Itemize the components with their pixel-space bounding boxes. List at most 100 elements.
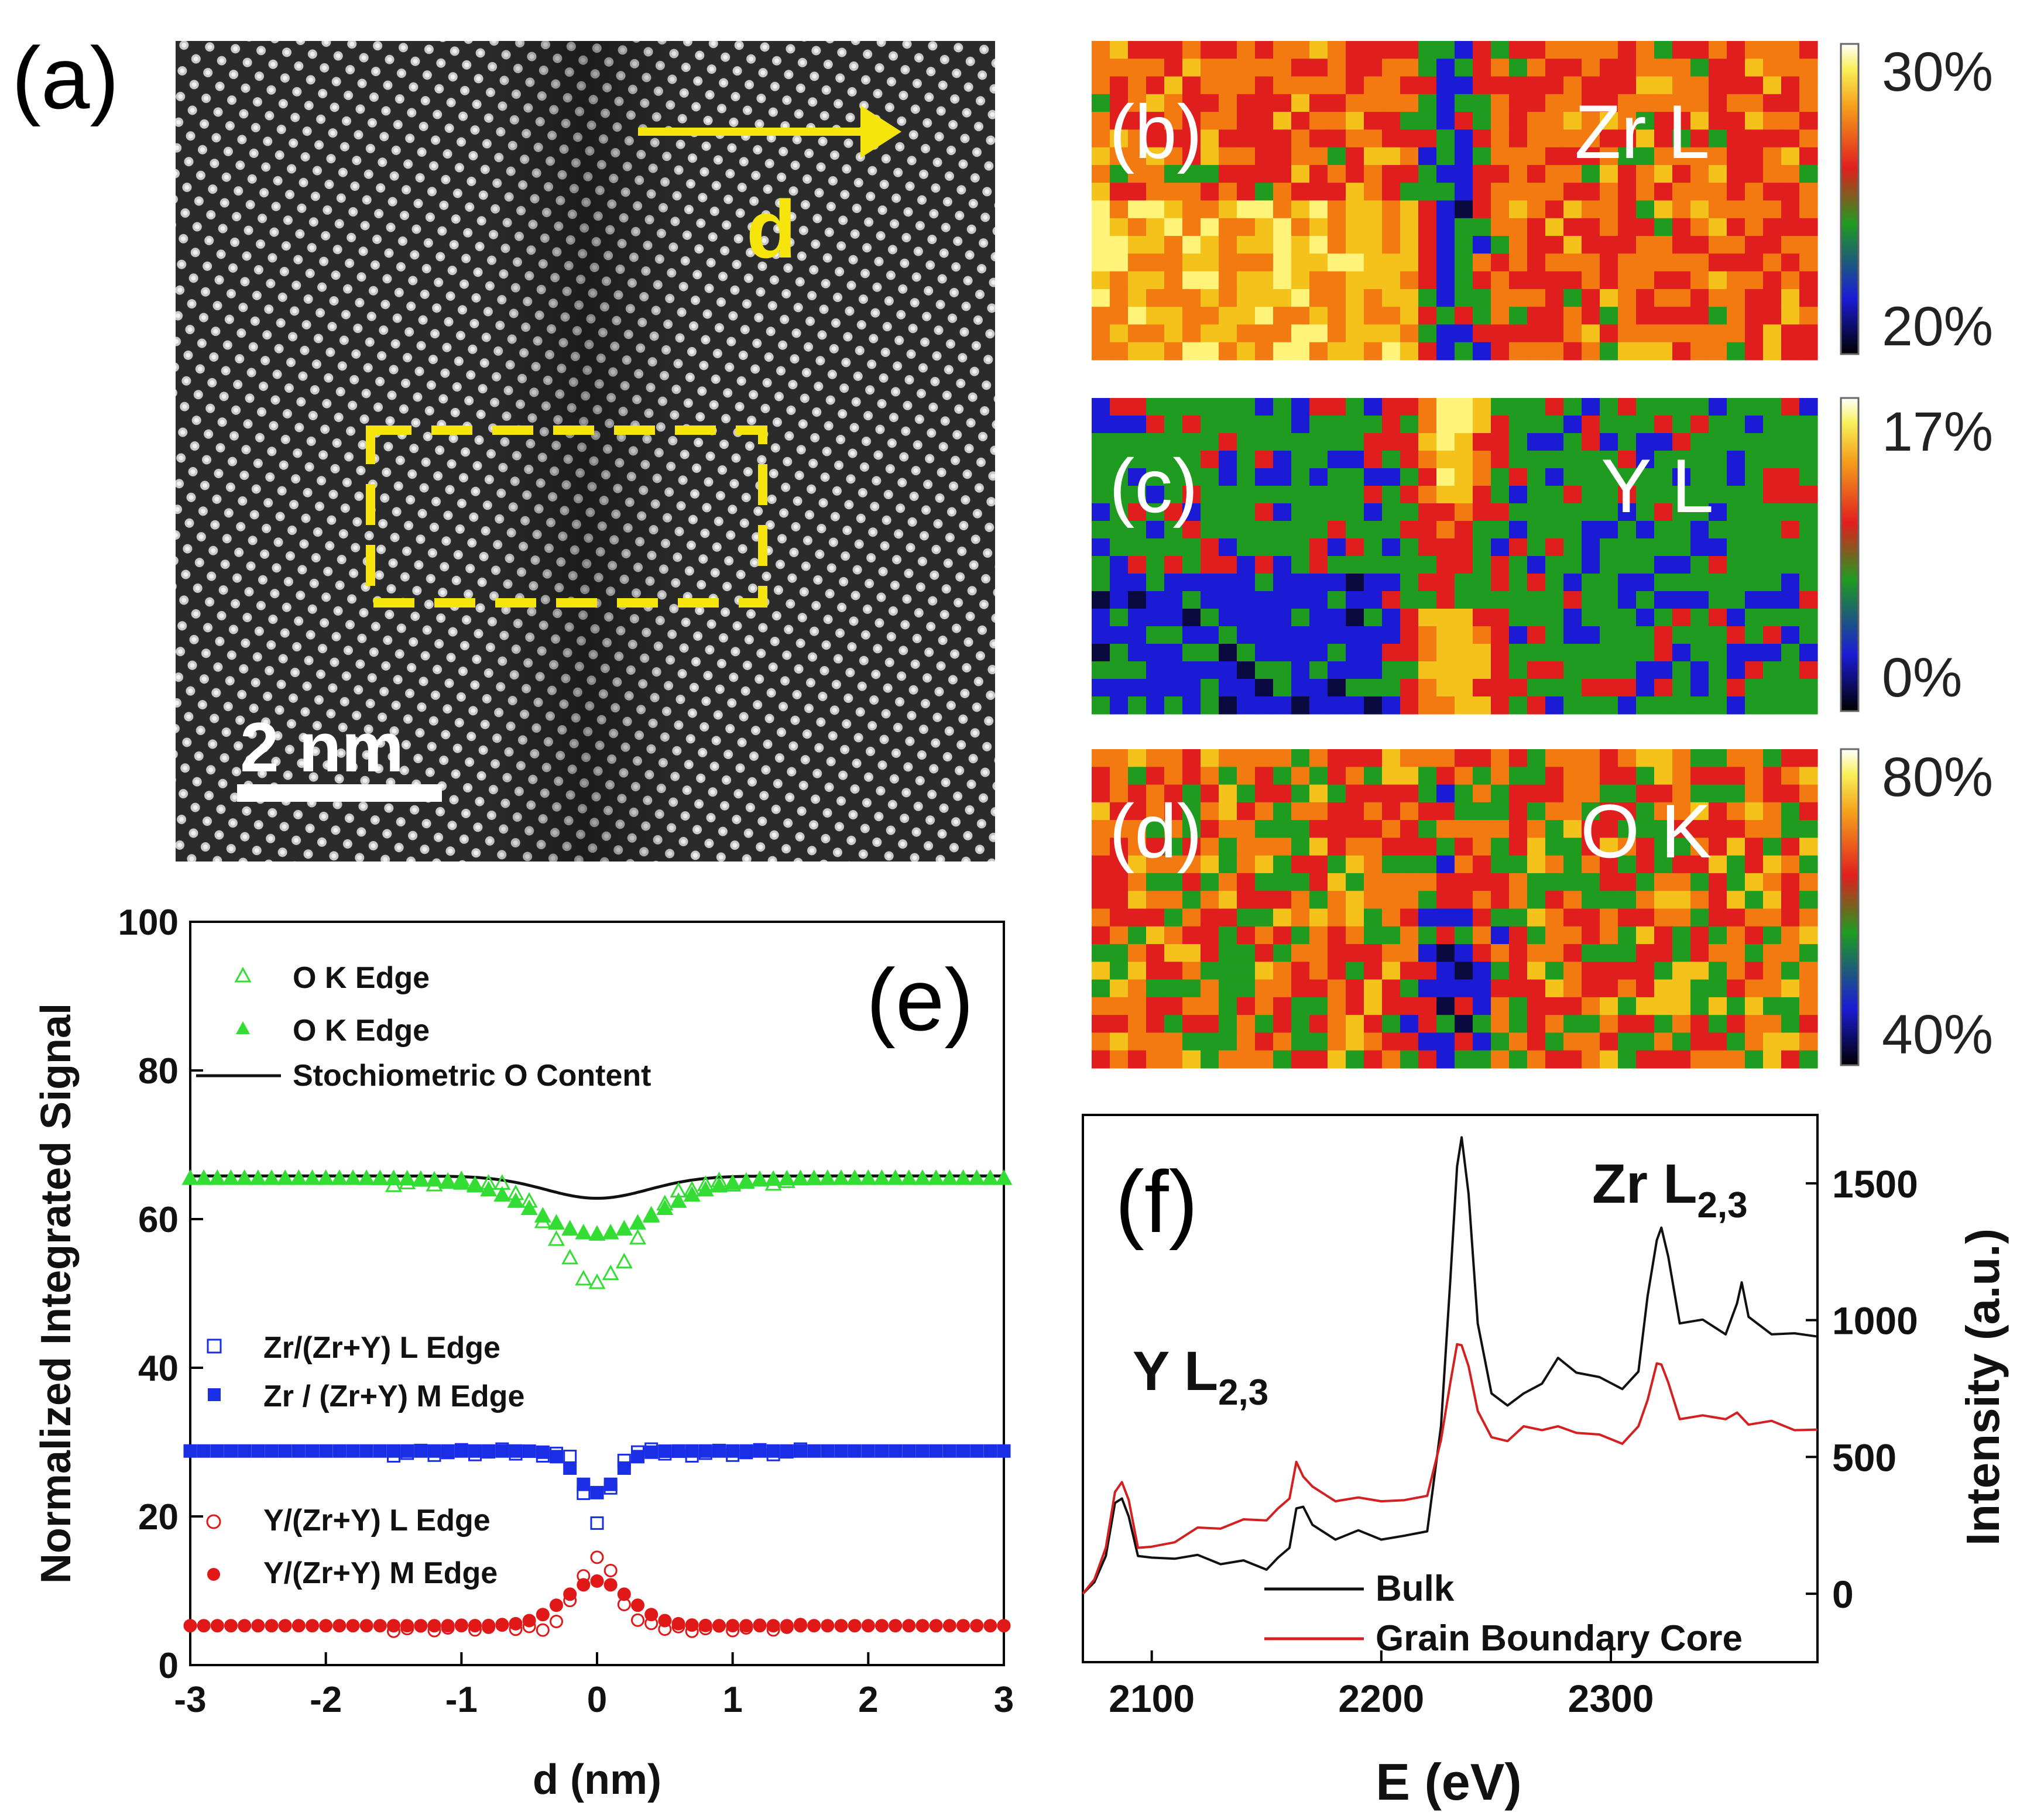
map-pixel xyxy=(1382,962,1401,980)
map-pixel xyxy=(1092,271,1110,290)
map-pixel xyxy=(1400,696,1419,715)
map-pixel xyxy=(1672,200,1691,219)
map-pixel xyxy=(1727,324,1745,343)
map-b: (b) Zr L 30% 20% xyxy=(1092,41,1993,361)
map-pixel xyxy=(1164,76,1183,95)
map-pixel xyxy=(1110,468,1129,486)
data-point xyxy=(588,1273,606,1289)
map-pixel xyxy=(1201,997,1219,1015)
map-pixel xyxy=(1418,521,1437,539)
map-pixel xyxy=(1509,979,1528,998)
map-pixel xyxy=(1092,129,1110,148)
map-pixel xyxy=(1727,451,1745,469)
map-pixel xyxy=(1455,591,1473,609)
map-pixel xyxy=(1291,94,1310,112)
map-pixel xyxy=(1346,486,1364,504)
map-pixel xyxy=(1582,289,1600,307)
map-pixel xyxy=(1618,147,1637,166)
map-pixel xyxy=(1473,164,1491,183)
map-pixel xyxy=(1473,979,1491,998)
map-pixel xyxy=(1745,944,1764,962)
map-pixel xyxy=(1509,342,1528,361)
map-pixel xyxy=(1201,253,1219,272)
map-pixel xyxy=(1672,591,1691,609)
map-pixel xyxy=(1491,679,1510,697)
data-point xyxy=(536,1445,550,1459)
map-pixel xyxy=(1781,1050,1800,1069)
map-pixel xyxy=(1273,503,1292,521)
direction-arrow xyxy=(638,105,901,158)
map-pixel xyxy=(1618,94,1637,112)
map-pixel xyxy=(1654,271,1673,290)
map-pixel xyxy=(1164,908,1183,927)
data-point xyxy=(670,1192,687,1208)
map-pixel xyxy=(1364,873,1383,891)
map-pixel xyxy=(1763,609,1782,627)
map-pixel xyxy=(1237,873,1256,891)
map-pixel xyxy=(1346,926,1364,945)
map-pixel xyxy=(1491,486,1510,504)
map-pixel xyxy=(1582,556,1600,574)
map-pixel xyxy=(1455,838,1473,856)
map-pixel xyxy=(1128,129,1147,148)
map-pixel xyxy=(1563,891,1582,910)
map-pixel xyxy=(1436,802,1455,821)
map-pixel xyxy=(1545,749,1564,767)
data-point xyxy=(222,1169,240,1185)
data-point xyxy=(468,1447,482,1461)
map-pixel xyxy=(1436,342,1455,361)
map-pixel xyxy=(1309,626,1328,644)
map-pixel xyxy=(1527,1032,1546,1051)
map-pixel xyxy=(1201,200,1219,219)
map-pixel xyxy=(1600,486,1618,504)
map-pixel xyxy=(1763,891,1782,910)
map-pixel xyxy=(1255,486,1274,504)
map-pixel xyxy=(1618,820,1637,838)
map-pixel xyxy=(1545,307,1564,325)
map-pixel xyxy=(1328,997,1346,1015)
legend-marker-filled-circle xyxy=(207,1568,220,1581)
map-pixel xyxy=(1618,503,1637,521)
map-pixel xyxy=(1128,784,1147,803)
map-pixel xyxy=(1110,644,1129,662)
map-pixel xyxy=(1491,855,1510,874)
map-pixel xyxy=(1182,164,1201,183)
map-pixel xyxy=(1745,997,1764,1015)
data-point xyxy=(698,1622,712,1636)
data-point xyxy=(332,1444,347,1458)
map-pixel xyxy=(1128,556,1147,574)
map-d: (d) O K 80% 40% xyxy=(1092,746,1993,1069)
map-pixel xyxy=(1636,521,1655,539)
map-pixel xyxy=(1146,1050,1165,1069)
map-pixel xyxy=(1092,200,1110,219)
map-pixel xyxy=(1473,962,1491,980)
map-pixel xyxy=(1727,591,1745,609)
data-point xyxy=(739,1621,753,1635)
map-pixel xyxy=(1491,307,1510,325)
map-pixel xyxy=(1582,94,1600,112)
map-pixel xyxy=(1545,609,1564,627)
map-pixel xyxy=(1146,218,1165,236)
map-pixel xyxy=(1636,591,1655,609)
map-pixel xyxy=(1672,521,1691,539)
map-pixel xyxy=(1164,609,1183,627)
map-pixel xyxy=(1600,626,1618,644)
map-pixel xyxy=(1455,979,1473,998)
map-pixel xyxy=(1400,236,1419,254)
map-pixel xyxy=(1672,626,1691,644)
map-pixel xyxy=(1255,626,1274,644)
data-point xyxy=(195,1169,212,1185)
map-pixel xyxy=(1563,200,1582,219)
map-pixel xyxy=(1309,398,1328,416)
map-pixel xyxy=(1509,200,1528,219)
map-pixel xyxy=(1491,749,1510,767)
map-pixel xyxy=(1455,802,1473,821)
map-pixel xyxy=(1563,324,1582,343)
map-pixel xyxy=(1237,147,1256,166)
map-pixel xyxy=(1291,979,1310,998)
data-point xyxy=(726,1624,740,1638)
map-pixel xyxy=(1382,41,1401,59)
map-pixel xyxy=(1618,76,1637,95)
map-pixel xyxy=(1219,696,1237,715)
map-pixel xyxy=(1382,271,1401,290)
